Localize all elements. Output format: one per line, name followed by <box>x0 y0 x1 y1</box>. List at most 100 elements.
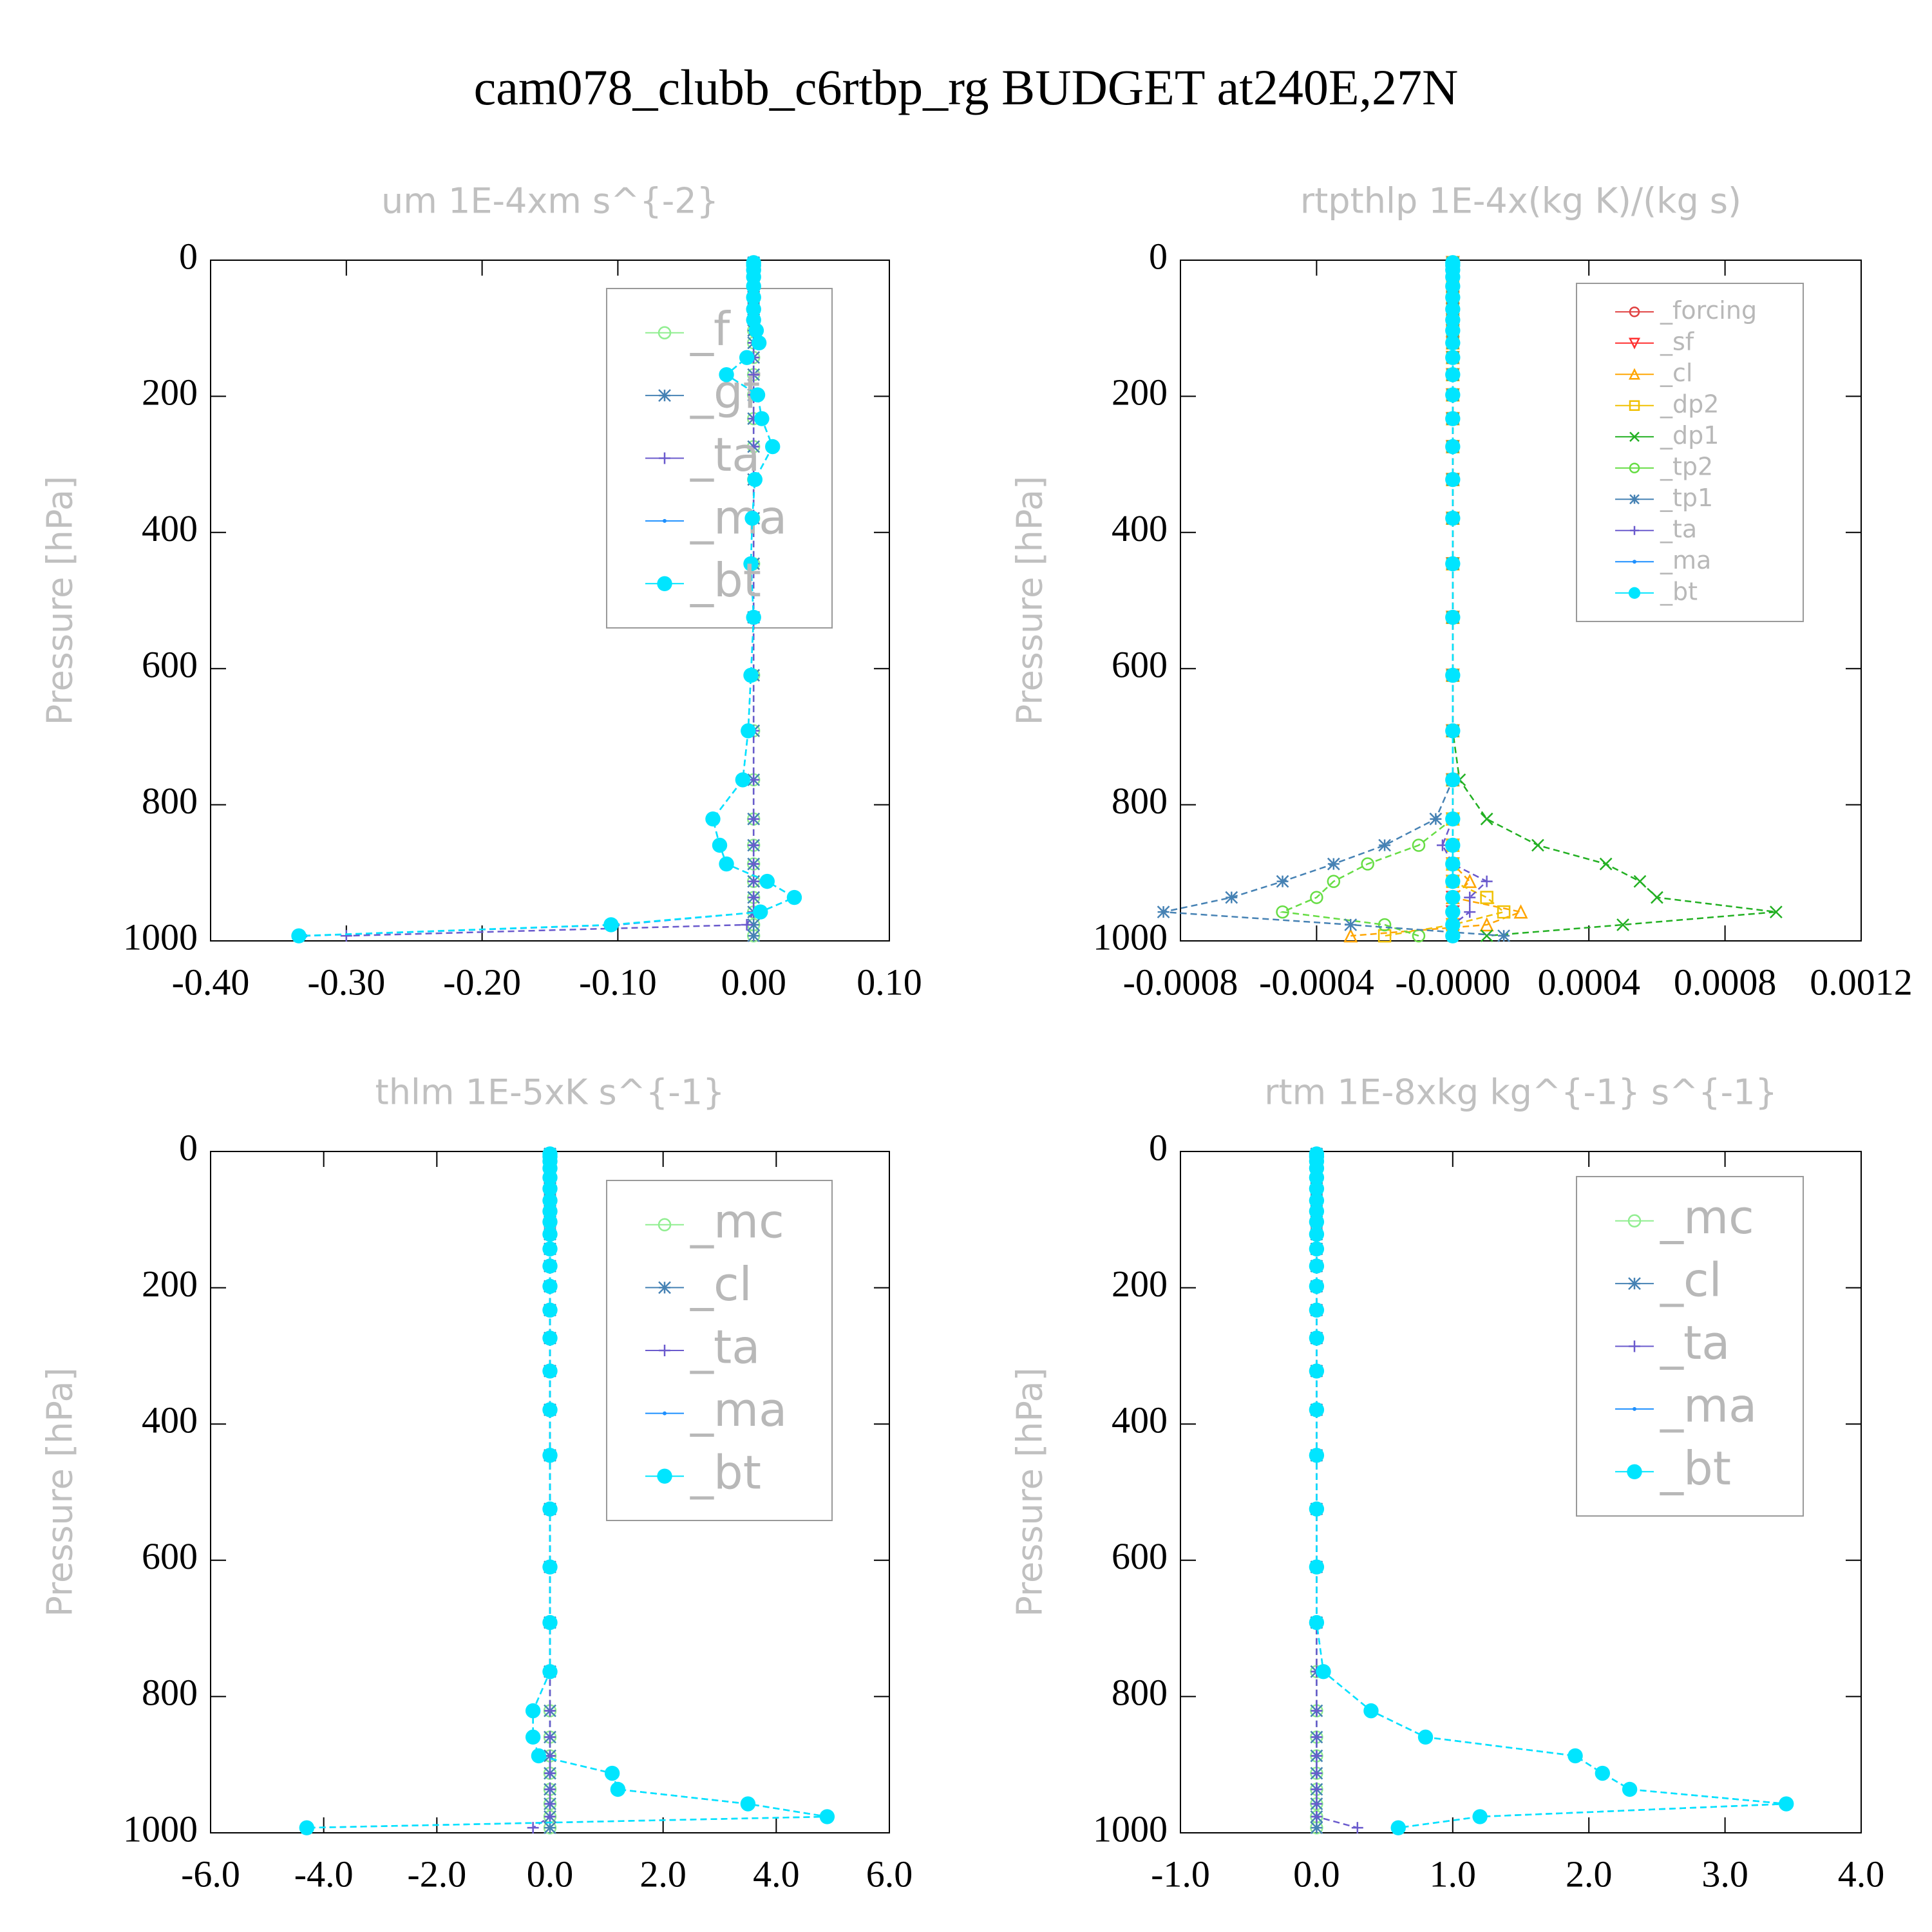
marker-shape <box>603 917 619 933</box>
marker-shape <box>747 471 763 488</box>
data-point <box>786 889 802 905</box>
data-point <box>1445 772 1461 788</box>
data-point <box>748 368 760 381</box>
data-point <box>1225 891 1238 904</box>
marker-shape <box>1633 560 1636 564</box>
data-point <box>741 723 756 739</box>
data-point <box>753 904 768 920</box>
marker-shape <box>291 928 307 943</box>
marker-shape <box>1309 1559 1325 1575</box>
data-point <box>291 928 307 943</box>
legend-label: _cl <box>1660 359 1692 387</box>
legend-label: _ta <box>1660 515 1697 543</box>
marker-shape <box>542 1559 558 1575</box>
data-point <box>750 387 766 402</box>
x-tick-label: -0.30 <box>307 961 385 1003</box>
marker-shape <box>1309 1193 1325 1208</box>
marker-shape <box>746 278 761 294</box>
x-tick-label: 4.0 <box>753 1853 800 1895</box>
marker-shape <box>741 723 756 739</box>
x-tick-label: -0.0004 <box>1259 961 1374 1003</box>
data-point <box>542 1278 558 1294</box>
marker-shape <box>542 1402 558 1417</box>
data-point <box>1464 891 1476 904</box>
legend-label: _ta <box>1660 1316 1730 1370</box>
data-point <box>1497 905 1511 919</box>
data-point <box>1445 290 1461 305</box>
data-point <box>1343 928 1358 943</box>
data-point <box>1309 1559 1325 1575</box>
data-point <box>1595 1765 1611 1781</box>
series-line <box>1350 262 1524 937</box>
x-tick-label: 0.0004 <box>1537 961 1640 1003</box>
data-point <box>542 1226 558 1242</box>
marker-shape <box>542 1226 558 1242</box>
legend-marker <box>1628 587 1641 599</box>
marker-shape <box>1417 1729 1434 1745</box>
legend-marker <box>663 518 667 523</box>
marker-shape <box>1276 905 1289 919</box>
data-point <box>1445 609 1461 625</box>
marker-shape <box>542 1204 558 1219</box>
marker-shape <box>1463 873 1477 888</box>
y-tick-label: 0 <box>1149 235 1168 277</box>
data-point <box>1378 918 1392 932</box>
marker-shape <box>1445 667 1461 683</box>
y-axis-label: Pressure [hPa] <box>1010 476 1050 725</box>
data-point <box>1633 875 1647 888</box>
data-point <box>1445 837 1461 853</box>
x-tick-label: 3.0 <box>1701 1853 1748 1895</box>
y-tick-label: 800 <box>1112 1672 1168 1714</box>
data-point <box>1309 1331 1325 1346</box>
legend-marker <box>1629 494 1640 505</box>
marker-shape <box>1445 301 1461 317</box>
marker-shape <box>542 1193 558 1208</box>
panel-title: rtm 1E-8xkg kg^{-1} s^{-1} <box>1264 1072 1777 1113</box>
data-point <box>1445 323 1461 338</box>
legend-marker <box>1627 1464 1642 1479</box>
x-tick-label: 0.0 <box>527 1853 574 1895</box>
marker-shape <box>542 1302 558 1318</box>
data-point <box>1445 335 1461 351</box>
marker-shape <box>1445 889 1461 905</box>
x-tick-label: 0.10 <box>857 961 922 1003</box>
marker-shape <box>786 889 802 905</box>
data-point <box>1309 1501 1325 1517</box>
data-point <box>610 1781 626 1797</box>
data-point <box>1599 857 1613 871</box>
x-tick-label: 0.0008 <box>1674 961 1777 1003</box>
marker-shape <box>1445 411 1461 426</box>
data-point <box>1309 1214 1325 1229</box>
x-tick-label: 0.0 <box>1293 1853 1340 1895</box>
data-point <box>739 350 755 365</box>
data-point <box>525 1703 541 1719</box>
legend-box <box>1576 1176 1804 1517</box>
marker-stroke <box>1769 905 1783 918</box>
data-point <box>1412 838 1426 852</box>
marker-shape <box>542 1181 558 1197</box>
y-tick-label: 800 <box>1112 780 1168 822</box>
data-point <box>747 471 763 488</box>
data-point <box>1531 838 1544 852</box>
data-point <box>1463 873 1477 888</box>
marker-shape <box>657 576 672 591</box>
x-tick-label: 1.0 <box>1430 1853 1477 1895</box>
data-point <box>1445 917 1461 933</box>
data-point <box>544 1731 556 1743</box>
marker-shape <box>1445 904 1461 920</box>
data-point <box>542 1193 558 1208</box>
data-point <box>741 918 753 931</box>
data-point <box>1327 875 1341 888</box>
data-point <box>1309 1402 1325 1417</box>
marker-shape <box>751 335 767 351</box>
data-point <box>544 1767 556 1779</box>
legend-marker <box>1629 400 1640 411</box>
data-point <box>544 1783 556 1795</box>
data-point <box>542 1241 558 1256</box>
data-point <box>1378 838 1391 852</box>
marker-shape <box>1497 905 1511 919</box>
data-point <box>748 891 760 904</box>
marker-shape <box>1316 1663 1331 1680</box>
data-point <box>1309 1615 1325 1631</box>
